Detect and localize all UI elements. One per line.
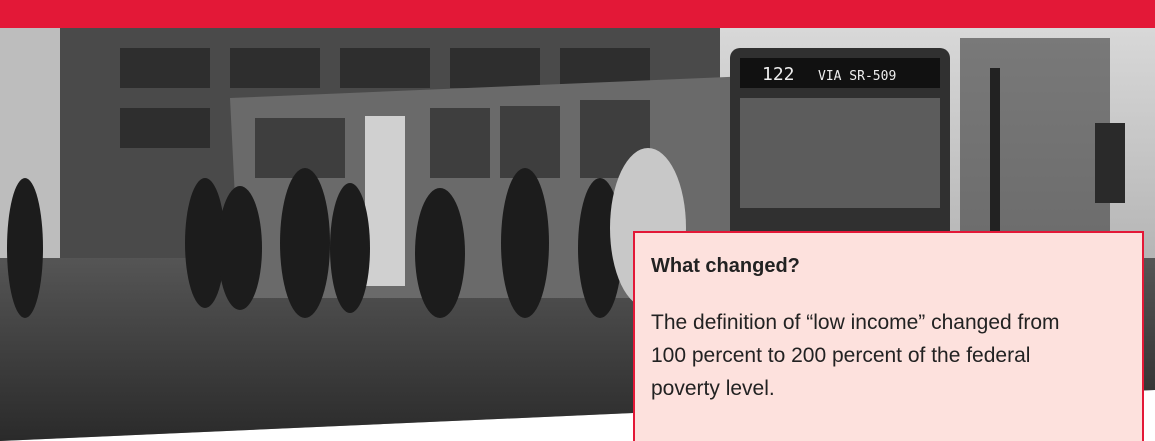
callout-title: What changed? (651, 255, 1126, 278)
top-bar (0, 0, 1155, 28)
bus-destination: VIA SR-509 (818, 69, 896, 84)
callout-body: The definition of “low income” changed f… (651, 306, 1091, 405)
bus-route: 122 (762, 64, 795, 85)
page: 122 VIA SR-509 What changed? The definit… (0, 0, 1155, 441)
callout: What changed? The definition of “low inc… (633, 231, 1144, 441)
